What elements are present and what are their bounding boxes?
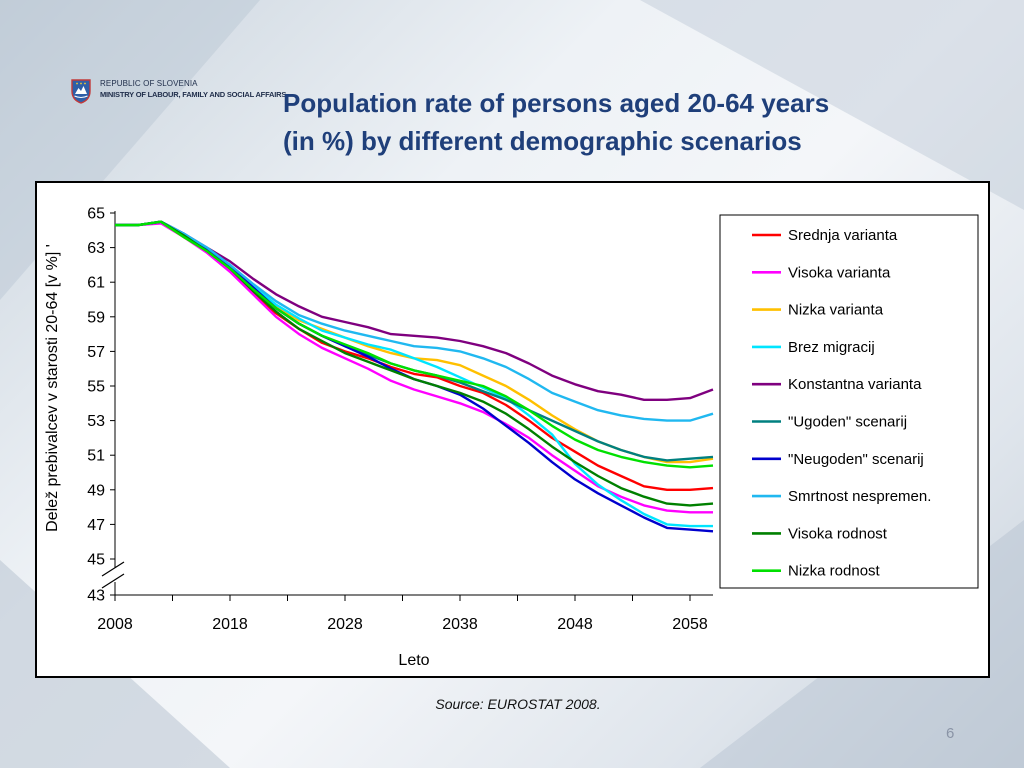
slide-title-line1: Population rate of persons aged 20-64 ye… xyxy=(283,88,830,118)
y-tick-label: 61 xyxy=(87,275,105,292)
page-number: 6 xyxy=(946,725,955,742)
y-tick-label: 45 xyxy=(87,552,105,569)
legend-label: Smrtnost nespremen. xyxy=(788,488,931,505)
legend-label: "Neugoden" scenarij xyxy=(788,451,924,468)
legend-label: Nizka rodnost xyxy=(788,563,881,580)
series-line-7 xyxy=(115,220,714,533)
legend-label: Srednja varianta xyxy=(788,227,898,244)
y-tick-label: 51 xyxy=(87,448,105,465)
axis-break-mark xyxy=(101,561,125,577)
x-tick-label: 2058 xyxy=(672,616,708,633)
series-line-10 xyxy=(115,220,714,469)
series-line-6 xyxy=(115,220,714,462)
axis-break-gap xyxy=(101,568,127,582)
y-tick-label: 65 xyxy=(87,206,105,223)
slide-title: Population rate of persons aged 20-64 ye… xyxy=(283,84,943,160)
legend-label: "Ugoden" scenarij xyxy=(788,414,907,431)
series-line-3 xyxy=(115,220,714,464)
slide-title-line2: (in %) by different demographic scenario… xyxy=(283,126,802,156)
y-tick-label: 49 xyxy=(87,482,105,499)
x-tick-label: 2048 xyxy=(557,616,593,633)
series-line-9 xyxy=(115,220,714,507)
legend-label: Brez migracij xyxy=(788,339,875,356)
x-tick-label: 2038 xyxy=(442,616,478,633)
source-note: Source: EUROSTAT 2008. xyxy=(435,696,601,712)
y-tick-label: 57 xyxy=(87,344,105,361)
ministry-logo: REPUBLIC OF SLOVENIA MINISTRY OF LABOUR,… xyxy=(70,78,286,104)
legend-label: Visoka varianta xyxy=(788,264,891,281)
y-axis-title: Delež prebivalcev v starosti 20-64 [v %]… xyxy=(44,244,61,532)
x-tick-label: 2018 xyxy=(212,616,248,633)
x-axis-title: Leto xyxy=(398,652,429,669)
y-tick-label: 47 xyxy=(87,517,105,534)
y-tick-label: 55 xyxy=(87,379,105,396)
legend-label: Nizka varianta xyxy=(788,302,884,319)
legend-label: Visoka rodnost xyxy=(788,525,888,542)
chart-panel: 43 45 47 49 51 53 55 57 59 61 63 65 2008 2018 2028 2038… xyxy=(35,181,990,678)
legend-box xyxy=(719,214,979,589)
y-tick-label: 53 xyxy=(87,413,105,430)
x-tick-label: 2008 xyxy=(97,616,133,633)
x-tick-label: 2028 xyxy=(327,616,363,633)
line-chart: 43 45 47 49 51 53 55 57 59 61 63 65 2008 2018 2028 2038… xyxy=(44,206,979,669)
axis-break-mark xyxy=(101,573,125,589)
slovenia-coat-of-arms-icon xyxy=(71,79,91,104)
org-name-line1: REPUBLIC OF SLOVENIA xyxy=(100,79,198,88)
y-tick-label: 43 xyxy=(87,588,105,605)
legend-label: Konstantna varianta xyxy=(788,376,922,393)
y-tick-label: 59 xyxy=(87,309,105,326)
series-line-8 xyxy=(115,220,714,422)
series-line-2 xyxy=(115,222,713,514)
org-name-line2: MINISTRY OF LABOUR, FAMILY AND SOCIAL AF… xyxy=(100,90,287,99)
y-tick-label: 63 xyxy=(87,240,105,257)
